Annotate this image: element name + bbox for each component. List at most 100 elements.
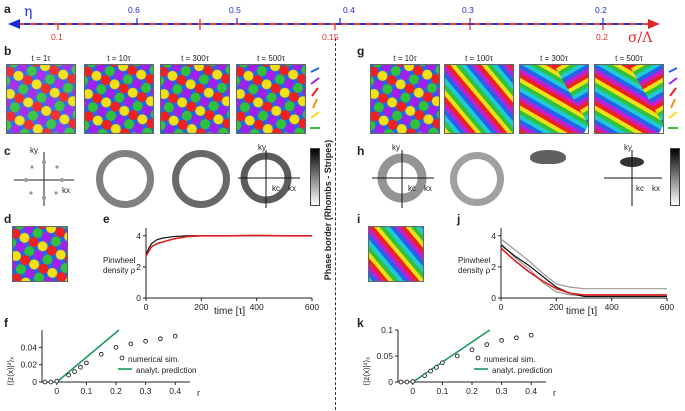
eta-tick-label: 0.6 [128,5,140,15]
eta-tick-marks [136,18,604,24]
ky-label: ky [258,143,266,152]
chart-k: 0 0.1 0.2 0.3 0.4 0 0.05 0.1 [376,325,546,396]
chart-f-ylabel: ⟨|z(x)|²⟩ₓ [6,356,15,386]
data-point [98,351,104,357]
x-tick-label: 600 [660,302,674,312]
data-point [66,372,71,378]
data-point [48,379,54,385]
x-tick-label: 0 [144,302,149,312]
data-point [158,336,163,342]
panel-label-c: c [4,144,11,158]
data-point [398,379,404,385]
ky-label: ky [392,143,400,152]
data-point [172,333,178,339]
prediction-line [412,329,491,383]
time-label: t = 300τ [181,54,209,63]
orientation-key [310,67,320,129]
x-tick-label: 0.2 [466,386,478,396]
sigma-tick-label: 0.15 [322,32,339,42]
y-tick-label: 0.02 [20,360,37,370]
data-point [528,332,534,338]
chart-j-ylabel: Pinwheel [458,256,491,265]
series-line-red [500,247,667,296]
spectrum-arc [530,150,566,164]
spectrum-ring [96,150,154,208]
pattern-map [368,226,424,282]
sigma-symbol: σ/Λ [628,30,653,46]
time-label: t = 500τ [615,54,643,63]
prediction-line [56,329,120,383]
kc-label: kc [636,184,644,193]
x-tick-label: 0.3 [140,386,152,396]
x-tick-label: 0.2 [110,386,122,396]
spectrum-ring [450,152,504,206]
panel-label-h: h [357,144,365,158]
data-point [499,338,504,343]
panel-label-g: g [357,44,365,58]
y-tick-label: 0 [136,293,141,303]
x-tick-label: 0 [410,386,415,396]
time-label: t = 10τ [393,54,417,63]
kc-label: kc [272,184,280,193]
y-tick-label: 0 [388,377,393,387]
pattern-map [160,64,230,134]
data-point [440,360,445,366]
pattern-map [444,64,514,134]
panel-label-k: k [357,316,364,330]
kx-label: kx [62,186,70,195]
series-line-black [145,235,312,255]
data-point [404,379,410,385]
legend-sim-marker [475,355,481,361]
data-point [113,344,119,350]
y-tick-label: 2 [136,262,141,272]
data-point [72,369,77,374]
colorbar [310,148,320,206]
series-line-black [500,244,667,298]
data-point [428,368,433,374]
data-point [84,360,89,366]
spectrum-axes [238,150,300,208]
panel-label-i: i [357,212,361,226]
pattern-map [6,64,76,134]
panel-label-e: e [103,212,110,226]
chart-f: 0 0.1 0.2 0.3 0.4 0 0.02 0.04 [20,329,190,396]
panel-label-d: d [4,212,12,226]
kx-label: kx [288,184,296,193]
sigma-arrow-head [648,19,660,29]
kx-label: kx [652,184,660,193]
data-point [422,373,427,379]
y-tick-label: 0.05 [376,351,393,361]
panel-label-b: b [4,44,12,58]
y-tick-label: 0 [32,377,37,387]
legend-pred-label: analyt. prediction [136,366,197,375]
phase-border-line [335,38,336,410]
time-label: t = 100τ [465,54,493,63]
colorbar [670,148,680,206]
sigma-tick-label: 0.2 [596,32,608,42]
time-label: t = 300τ [540,54,568,63]
data-point [434,365,439,370]
spectrum-axes [372,150,434,208]
x-tick-label: 600 [305,302,319,312]
time-label: t = 500τ [257,54,285,63]
eta-tick-label: 0.5 [229,5,241,15]
chart-k-ylabel: ⟨|z(x)|²⟩ₓ [362,356,371,386]
eta-tick-label: 0.2 [595,5,607,15]
y-tick-label: 0.1 [381,325,393,335]
pattern-map [236,64,306,134]
series-line-red [145,234,312,257]
y-tick-label: 2 [491,262,496,272]
chart-e-ylabel: density ρ [103,266,136,275]
time-label: t = 10τ [107,54,131,63]
orientation-key [668,67,678,129]
ky-label: ky [30,146,38,155]
pattern-map [12,226,68,282]
x-tick-label: 0.4 [169,386,181,396]
sigma-tick-label: 0.1 [51,32,63,42]
eta-tick-label: 0.4 [343,5,355,15]
legend-sim-label: numerical sim. [484,355,536,364]
data-point [469,347,475,353]
y-tick-label: 4 [136,231,141,241]
x-tick-label: 0.1 [80,386,92,396]
eta-tick-label: 0.3 [462,5,474,15]
